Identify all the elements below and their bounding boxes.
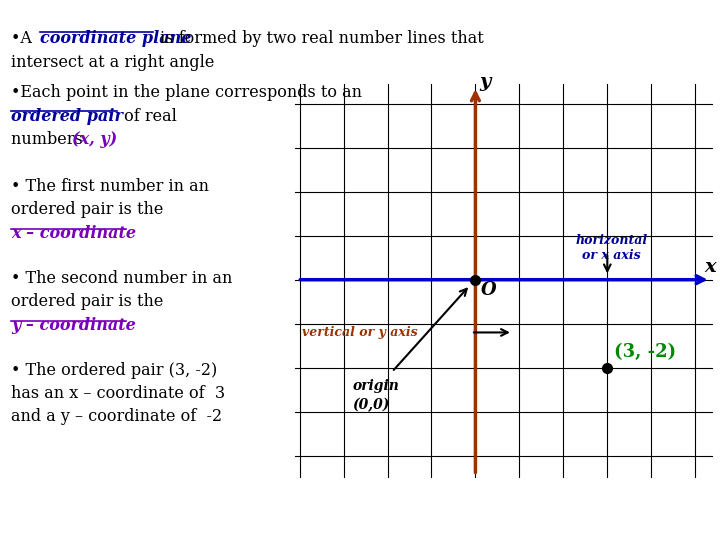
Text: • The second number in an: • The second number in an bbox=[11, 270, 232, 287]
Text: is formed by two real number lines that: is formed by two real number lines that bbox=[155, 30, 484, 46]
Text: numbers: numbers bbox=[11, 131, 88, 148]
Text: O: O bbox=[481, 281, 496, 299]
Text: y: y bbox=[479, 73, 490, 91]
Text: • The first number in an: • The first number in an bbox=[11, 178, 209, 195]
Text: horizontal
or x axis: horizontal or x axis bbox=[575, 233, 648, 261]
Text: origin: origin bbox=[352, 379, 399, 393]
Text: (x, y): (x, y) bbox=[72, 131, 117, 148]
Text: x – coordinate: x – coordinate bbox=[11, 225, 136, 242]
Text: and a y – coordinate of  -2: and a y – coordinate of -2 bbox=[11, 408, 222, 425]
Text: y – coordinate: y – coordinate bbox=[11, 317, 135, 334]
Text: ordered pair: ordered pair bbox=[11, 108, 122, 125]
Text: vertical or y axis: vertical or y axis bbox=[302, 326, 418, 339]
Text: x: x bbox=[704, 258, 716, 276]
Text: (0,0): (0,0) bbox=[352, 399, 390, 413]
Text: ordered pair is the: ordered pair is the bbox=[11, 201, 163, 218]
Text: (3, -2): (3, -2) bbox=[614, 342, 676, 361]
Text: • The ordered pair (3, -2): • The ordered pair (3, -2) bbox=[11, 362, 217, 379]
Text: intersect at a right angle: intersect at a right angle bbox=[11, 54, 214, 71]
Text: of real: of real bbox=[119, 108, 176, 125]
Text: coordinate plane: coordinate plane bbox=[40, 30, 191, 46]
Text: ordered pair is the: ordered pair is the bbox=[11, 293, 163, 310]
Text: •Each point in the plane corresponds to an: •Each point in the plane corresponds to … bbox=[11, 84, 367, 100]
Text: has an x – coordinate of  3: has an x – coordinate of 3 bbox=[11, 385, 225, 402]
Text: •A: •A bbox=[11, 30, 37, 46]
